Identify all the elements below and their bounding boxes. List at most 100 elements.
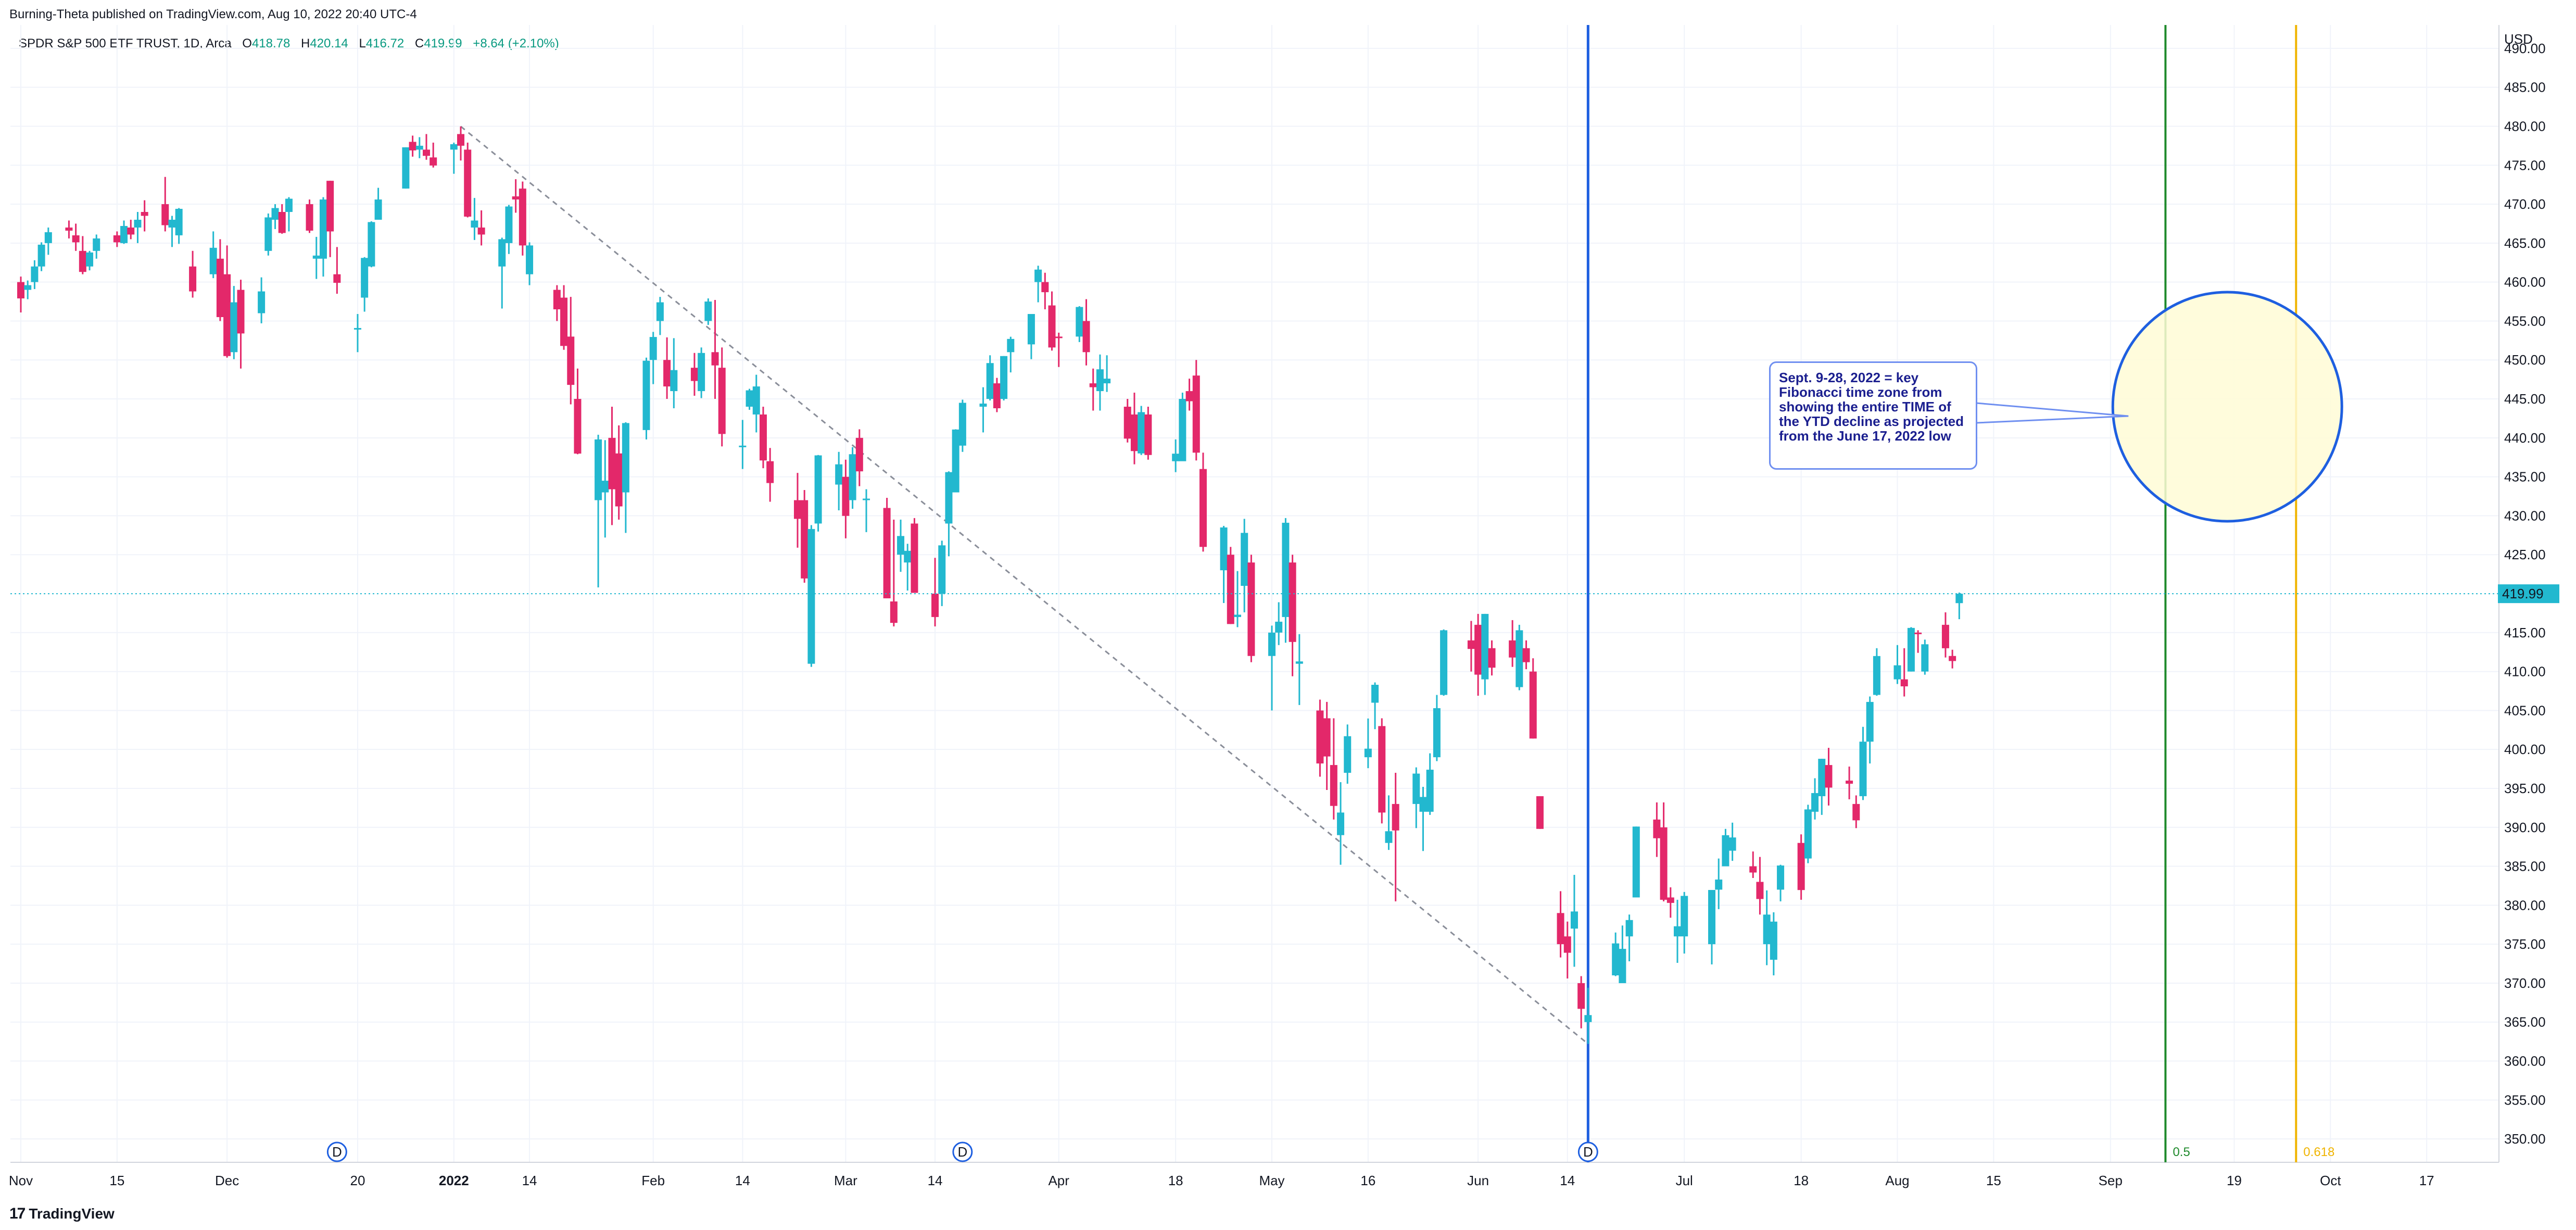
high-label: H: [301, 36, 310, 51]
candle-body-70: [711, 352, 719, 366]
candle-body-41: [422, 149, 430, 156]
candle-body-12: [127, 227, 135, 235]
x-tick-15: 14: [1560, 1173, 1575, 1188]
x-tick-2: Dec: [215, 1173, 239, 1188]
candle-body-173: [1756, 882, 1764, 899]
candle-body-83: [849, 454, 856, 500]
candle-body-148: [1488, 648, 1496, 668]
y-tick-17: 400.00: [2504, 742, 2546, 757]
candle-body-96: [979, 404, 987, 407]
candle-body-98: [993, 383, 1001, 408]
candle-body-142: [1426, 770, 1434, 812]
fib-label-0.618: 0.618: [2303, 1145, 2334, 1159]
candle-body-112: [1130, 414, 1138, 451]
ytd-decline-trendline: [460, 125, 1589, 1045]
candle-body-60: [615, 453, 623, 507]
x-axis[interactable]: Nov 15 Dec 20 2022 14 Feb 14 Mar 14 Apr 18 May 16 Jun 1…: [9, 1173, 2434, 1188]
annotation-callout[interactable]: Sept. 9-28, 2022 = key Fibonacci time zo…: [1769, 361, 1977, 470]
y-tick-8: 450.00: [2504, 352, 2546, 368]
highlight-circle-layer[interactable]: [2111, 291, 2343, 523]
x-tick-0: Nov: [9, 1173, 33, 1188]
candle-body-63: [649, 337, 657, 360]
fib-time-zones[interactable]: 0.5 0.618: [2164, 25, 2334, 1162]
candle-body-14: [141, 212, 148, 216]
candle-body-141: [1419, 797, 1427, 812]
candle-body-54: [560, 297, 568, 346]
publish-header: Burning-Theta published on TradingView.c…: [9, 7, 417, 21]
candle-body-123: [1241, 533, 1248, 586]
tradingview-brand[interactable]: 17 TradingView: [9, 1205, 115, 1223]
candle-body-37: [374, 199, 382, 220]
candle-body-191: [1921, 644, 1929, 672]
candle-body-61: [622, 423, 629, 493]
candle-body-99: [1000, 356, 1008, 399]
candle-body-77: [793, 500, 801, 519]
candle-body-172: [1749, 866, 1757, 873]
candle-body-49: [505, 206, 513, 243]
grid-lines: [10, 25, 2499, 1163]
candle-body-66: [670, 370, 678, 392]
candle-body-6: [72, 235, 80, 243]
candle-body-86: [883, 508, 891, 598]
low-label: L: [359, 36, 366, 51]
candle-body-27: [278, 212, 286, 233]
candle-body-131: [1323, 718, 1331, 757]
candle-body-64: [656, 302, 664, 321]
y-tick-18: 395.00: [2504, 781, 2546, 796]
candle-body-23: [237, 290, 245, 334]
candle-body-8: [86, 252, 94, 267]
candle-body-190: [1914, 632, 1922, 634]
candle-body-152: [1529, 671, 1537, 739]
candle-body-43: [450, 144, 458, 150]
candle-body-16: [168, 219, 176, 228]
candle-body-1: [24, 285, 32, 290]
candle-body-50: [512, 196, 520, 200]
candle-body-44: [457, 134, 465, 146]
candle-body-73: [746, 390, 753, 407]
x-tick-3: 20: [350, 1173, 365, 1188]
candle-body-194: [1955, 594, 1963, 604]
candle-body-42: [430, 157, 437, 166]
x-tick-16: Jul: [1676, 1173, 1693, 1188]
candle-body-40: [415, 145, 423, 150]
candle-body-76: [766, 461, 774, 483]
candle-body-151: [1522, 648, 1530, 662]
candle-body-20: [216, 258, 224, 317]
candle-body-119: [1199, 469, 1207, 547]
x-tick-19: 15: [1986, 1173, 2001, 1188]
candle-body-52: [526, 245, 534, 274]
candle-body-11: [120, 225, 128, 243]
candle-body-132: [1330, 765, 1337, 806]
candle-body-13: [134, 219, 142, 228]
dividend-marker-icon-1: [952, 1141, 973, 1162]
y-tick-23: 370.00: [2504, 975, 2546, 991]
candle-body-114: [1144, 414, 1152, 455]
candle-body-156: [1570, 911, 1578, 929]
candle-body-22: [230, 302, 238, 353]
y-tick-14: 415.00: [2504, 625, 2546, 641]
y-tick-24: 365.00: [2504, 1014, 2546, 1030]
candle-body-108: [1089, 383, 1097, 387]
candle-body-107: [1082, 321, 1090, 353]
x-tick-10: Apr: [1048, 1173, 1069, 1188]
candle-body-171: [1728, 837, 1736, 851]
candle-body-47: [477, 227, 485, 235]
candle-body-102: [1034, 269, 1042, 282]
candle-body-154: [1557, 913, 1564, 945]
x-tick-18: Aug: [1885, 1173, 1909, 1188]
tradingview-logo-icon: 17: [9, 1205, 26, 1222]
candle-body-164: [1660, 827, 1668, 900]
candle-body-175: [1770, 921, 1777, 960]
candle-body-136: [1371, 685, 1379, 703]
candle-body-155: [1563, 936, 1571, 953]
candle-body-25: [264, 217, 272, 251]
candle-body-90: [911, 523, 918, 593]
candle-body-18: [189, 266, 197, 292]
y-tick-7: 455.00: [2504, 313, 2546, 329]
close-label: C: [414, 36, 424, 51]
trendline-layer[interactable]: [460, 125, 1589, 1045]
candle-body-158: [1584, 1015, 1592, 1022]
